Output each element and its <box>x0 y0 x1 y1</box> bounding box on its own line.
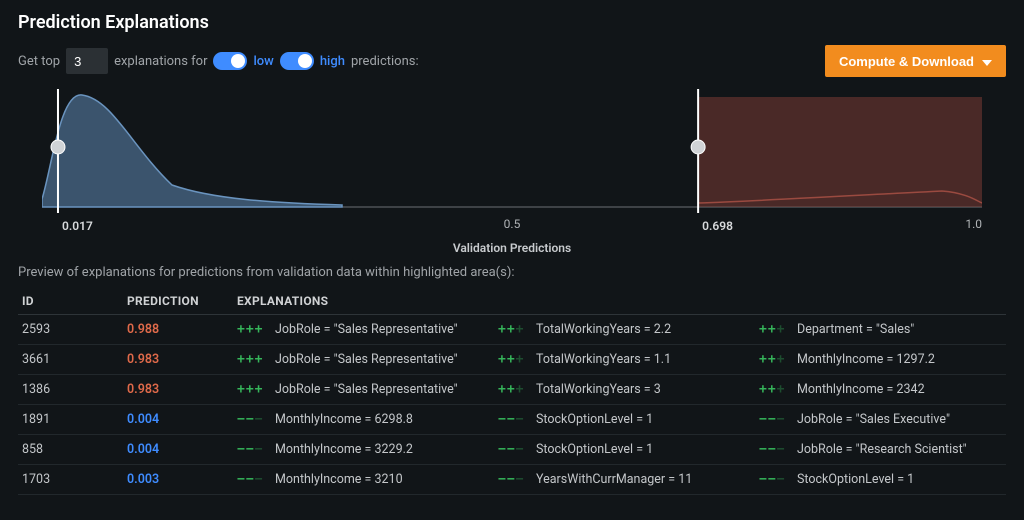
explanation-text: JobRole = "Sales Representative" <box>275 382 458 397</box>
row-id: 3661 <box>18 345 123 375</box>
impact-neg-icon: −−− <box>759 472 789 487</box>
explanation-text: JobRole = "Sales Representative" <box>275 322 458 337</box>
row-prediction: 0.003 <box>127 472 159 487</box>
explanation-cell: −−− MonthlyIncome = 3229.2 <box>237 442 480 457</box>
explanation-cell: +++ MonthlyIncome = 2342 <box>759 382 1002 397</box>
col-header-prediction: PREDICTION <box>123 288 233 315</box>
page-title: Prediction Explanations <box>18 12 1006 33</box>
explanation-cell: +++ TotalWorkingYears = 2.2 <box>498 322 741 337</box>
axis-right-label: 1.0 <box>965 217 982 231</box>
row-prediction: 0.004 <box>127 412 159 427</box>
explanation-text: StockOptionLevel = 1 <box>536 412 653 427</box>
explanation-text: Department = "Sales" <box>797 322 914 337</box>
col-header-explanations: EXPLANATIONS <box>233 288 1006 315</box>
top-n-input[interactable] <box>66 48 108 74</box>
row-id: 2593 <box>18 315 123 345</box>
high-toggle-label: high <box>320 54 345 69</box>
explanation-text: JobRole = "Sales Representative" <box>275 352 458 367</box>
axis-mid-label: 0.5 <box>504 217 521 231</box>
preview-caption: Preview of explanations for predictions … <box>18 265 1006 280</box>
explanation-cell: +++ JobRole = "Sales Representative" <box>237 352 480 367</box>
row-id: 858 <box>18 435 123 465</box>
impact-neg-icon: −−− <box>498 412 528 427</box>
explanation-text: JobRole = "Research Scientist" <box>797 442 967 457</box>
compute-download-label: Compute & Download <box>839 54 974 69</box>
explanation-cell: +++ Department = "Sales" <box>759 322 1002 337</box>
table-row: 3661 0.983 +++ JobRole = "Sales Represen… <box>18 345 1006 375</box>
compute-download-button[interactable]: Compute & Download <box>825 45 1006 77</box>
explanation-cell: −−− StockOptionLevel = 1 <box>498 442 741 457</box>
distribution-chart: 0.017 0.698 0.5 1.0 <box>42 87 982 237</box>
explanation-text: YearsWithCurrManager = 11 <box>536 472 692 487</box>
table-row: 1703 0.003 −−− MonthlyIncome = 3210 −−− … <box>18 465 1006 495</box>
impact-neg-icon: −−− <box>498 472 528 487</box>
low-threshold-handle[interactable] <box>51 140 65 154</box>
explanation-cell: +++ TotalWorkingYears = 3 <box>498 382 741 397</box>
explanation-cell: +++ TotalWorkingYears = 1.1 <box>498 352 741 367</box>
impact-neg-icon: −−− <box>237 442 267 457</box>
explanation-cell: +++ JobRole = "Sales Representative" <box>237 322 480 337</box>
low-toggle[interactable] <box>213 52 247 70</box>
explanation-text: StockOptionLevel = 1 <box>536 442 653 457</box>
impact-pos-icon: +++ <box>498 322 528 337</box>
explanation-text: MonthlyIncome = 3210 <box>275 472 403 487</box>
controls-row: Get top explanations for low high predic… <box>18 45 1006 77</box>
explanation-text: JobRole = "Sales Executive" <box>797 412 950 427</box>
explanation-text: MonthlyIncome = 3229.2 <box>275 442 413 457</box>
table-row: 858 0.004 −−− MonthlyIncome = 3229.2 −−−… <box>18 435 1006 465</box>
explanations-table: ID PREDICTION EXPLANATIONS 2593 0.988 ++… <box>18 288 1006 495</box>
explanation-cell: −−− YearsWithCurrManager = 11 <box>498 472 741 487</box>
explanation-text: TotalWorkingYears = 3 <box>536 382 661 397</box>
impact-neg-icon: −−− <box>498 442 528 457</box>
explanation-cell: −−− StockOptionLevel = 1 <box>759 472 1002 487</box>
chevron-down-icon <box>982 54 992 69</box>
impact-pos-icon: +++ <box>759 382 789 397</box>
row-id: 1891 <box>18 405 123 435</box>
impact-pos-icon: +++ <box>498 382 528 397</box>
explanation-text: MonthlyIncome = 6298.8 <box>275 412 413 427</box>
row-prediction: 0.983 <box>127 352 159 367</box>
explanation-cell: −−− MonthlyIncome = 3210 <box>237 472 480 487</box>
explanation-text: MonthlyIncome = 2342 <box>797 382 925 397</box>
impact-neg-icon: −−− <box>237 412 267 427</box>
explanation-text: MonthlyIncome = 1297.2 <box>797 352 935 367</box>
explanation-cell: −−− JobRole = "Sales Executive" <box>759 412 1002 427</box>
col-header-id: ID <box>18 288 123 315</box>
impact-neg-icon: −−− <box>237 472 267 487</box>
impact-pos-icon: +++ <box>237 352 267 367</box>
explanation-cell: −−− StockOptionLevel = 1 <box>498 412 741 427</box>
explanation-cell: −−− JobRole = "Research Scientist" <box>759 442 1002 457</box>
impact-neg-icon: −−− <box>759 412 789 427</box>
row-prediction: 0.983 <box>127 382 159 397</box>
table-row: 1386 0.983 +++ JobRole = "Sales Represen… <box>18 375 1006 405</box>
impact-pos-icon: +++ <box>237 322 267 337</box>
distribution-svg <box>42 87 982 217</box>
explanation-cell: −−− MonthlyIncome = 6298.8 <box>237 412 480 427</box>
high-toggle[interactable] <box>280 52 314 70</box>
table-row: 1891 0.004 −−− MonthlyIncome = 6298.8 −−… <box>18 405 1006 435</box>
explanations-for-label: explanations for <box>114 54 207 69</box>
explanation-text: StockOptionLevel = 1 <box>797 472 914 487</box>
axis-title: Validation Predictions <box>18 241 1006 255</box>
row-prediction: 0.988 <box>127 322 159 337</box>
explanation-text: TotalWorkingYears = 1.1 <box>536 352 671 367</box>
row-id: 1386 <box>18 375 123 405</box>
row-id: 1703 <box>18 465 123 495</box>
table-row: 2593 0.988 +++ JobRole = "Sales Represen… <box>18 315 1006 345</box>
impact-neg-icon: −−− <box>759 442 789 457</box>
row-prediction: 0.004 <box>127 442 159 457</box>
impact-pos-icon: +++ <box>759 352 789 367</box>
impact-pos-icon: +++ <box>498 352 528 367</box>
impact-pos-icon: +++ <box>237 382 267 397</box>
high-threshold-handle[interactable] <box>691 140 705 154</box>
get-top-label: Get top <box>18 54 60 69</box>
explanation-text: TotalWorkingYears = 2.2 <box>536 322 671 337</box>
low-toggle-label: low <box>253 54 273 69</box>
predictions-suffix-label: predictions: <box>351 54 419 69</box>
explanation-cell: +++ JobRole = "Sales Representative" <box>237 382 480 397</box>
impact-pos-icon: +++ <box>759 322 789 337</box>
explanation-cell: +++ MonthlyIncome = 1297.2 <box>759 352 1002 367</box>
